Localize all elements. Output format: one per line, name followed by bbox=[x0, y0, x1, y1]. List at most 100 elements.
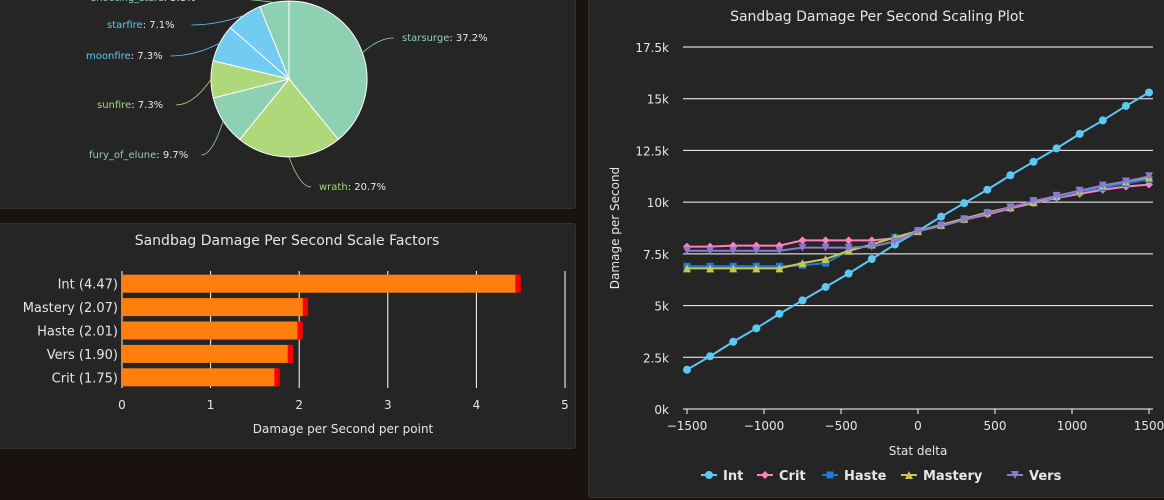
data-point-int bbox=[1006, 171, 1015, 180]
data-point-vers bbox=[867, 242, 876, 251]
data-point-vers bbox=[1029, 197, 1038, 206]
legend-marker-int bbox=[705, 471, 713, 479]
data-point-mastery bbox=[775, 264, 784, 273]
bar-category-label: Haste (2.01) bbox=[37, 325, 118, 340]
data-point-int bbox=[729, 337, 738, 346]
data-point-vers bbox=[706, 246, 715, 255]
bar-x-axis-label: Damage per Second per point bbox=[253, 422, 434, 436]
data-point-mastery bbox=[683, 264, 691, 273]
pie-label-fury_of_elune: fury_of_elune: 9.7% bbox=[89, 150, 188, 161]
line-y-axis-label: Damage per Second bbox=[608, 167, 622, 289]
bar-mastery bbox=[122, 298, 306, 317]
line-y-tick-label: 5k bbox=[654, 300, 669, 314]
data-point-int bbox=[1075, 129, 1084, 138]
line-y-tick-label: 12.5k bbox=[635, 144, 669, 158]
pie-label-moonfire: moonfire: 7.3% bbox=[86, 51, 163, 62]
bar-x-tick-label: 4 bbox=[473, 398, 481, 412]
data-point-mastery bbox=[752, 264, 761, 273]
bar-crit bbox=[122, 368, 278, 387]
line-y-tick-label: 7.5k bbox=[643, 248, 669, 262]
line-x-tick-label: −500 bbox=[825, 419, 858, 433]
data-point-crit bbox=[821, 236, 830, 245]
pie-label-wrath: wrath: 20.7% bbox=[319, 182, 386, 193]
pie-chart: starsurge: 37.2% wrath: 20.7% fury_of_elun… bbox=[86, 0, 488, 193]
bar-category-label: Mastery (2.07) bbox=[23, 301, 118, 316]
line-x-tick-label: 0 bbox=[914, 419, 922, 433]
bar-int bbox=[122, 274, 519, 293]
legend-item-vers: Vers bbox=[1029, 469, 1062, 484]
bar-category-label: Int (4.47) bbox=[58, 278, 118, 293]
legend-item-int: Int bbox=[723, 469, 743, 484]
legend-marker-mastery bbox=[905, 471, 913, 479]
scaling-plot-panel: Sandbag Damage Per Second Scaling Plot 0k… bbox=[588, 0, 1164, 498]
pie-label-shooting_stars: shooting_stars: 5.8% bbox=[91, 0, 196, 4]
legend-item-mastery: Mastery bbox=[923, 469, 983, 484]
line-y-tick-label: 17.5k bbox=[635, 41, 669, 55]
pie-slice-starsurge bbox=[288, 0, 368, 141]
line-y-tick-label: 10k bbox=[647, 196, 669, 210]
line-x-tick-label: 1500 bbox=[1134, 419, 1164, 433]
bar-category-label: Crit (1.75) bbox=[52, 371, 118, 386]
legend-item-haste: Haste bbox=[844, 469, 887, 484]
data-point-int bbox=[1121, 101, 1130, 110]
legend-item-crit: Crit bbox=[779, 469, 806, 484]
data-point-int bbox=[867, 255, 876, 264]
pie-connector-starsurge bbox=[362, 37, 395, 54]
legend-marker-crit bbox=[761, 471, 769, 479]
data-point-vers bbox=[1098, 181, 1107, 190]
data-point-vers bbox=[937, 221, 946, 230]
data-point-vers bbox=[844, 243, 853, 252]
pie-label-starsurge: starsurge: 37.2% bbox=[402, 33, 488, 44]
data-point-vers bbox=[1121, 177, 1130, 186]
bar-category-label: Vers (1.90) bbox=[47, 348, 118, 363]
line-x-tick-label: 1000 bbox=[1057, 419, 1088, 433]
pie-connector-fury_of_elune bbox=[201, 120, 224, 156]
scaling-plot-chart: Sandbag Damage Per Second Scaling Plot 0k… bbox=[608, 9, 1164, 484]
data-point-int bbox=[937, 212, 946, 221]
data-point-haste bbox=[822, 259, 830, 267]
data-point-int bbox=[983, 185, 992, 194]
line-y-tick-label: 2.5k bbox=[643, 351, 669, 365]
pie-connector-sunfire bbox=[175, 79, 212, 106]
data-point-int bbox=[844, 269, 853, 278]
bar-x-tick-label: 5 bbox=[561, 398, 569, 412]
data-point-int bbox=[1145, 88, 1153, 97]
data-point-vers bbox=[683, 246, 691, 255]
data-point-vers bbox=[1006, 203, 1015, 212]
data-point-mastery bbox=[729, 264, 738, 273]
data-point-vers bbox=[890, 237, 899, 246]
bar-error-crit bbox=[274, 368, 280, 387]
scale-factors-chart: Sandbag Damage Per Second Scale Factors 0… bbox=[23, 233, 569, 436]
data-point-int bbox=[821, 282, 830, 291]
bar-chart-title: Sandbag Damage Per Second Scale Factors bbox=[135, 233, 440, 249]
data-point-int bbox=[683, 365, 691, 374]
pie-connector-shooting_stars bbox=[247, 0, 275, 3]
bar-x-tick-label: 1 bbox=[207, 398, 215, 412]
pie-slice-wrath bbox=[239, 78, 339, 158]
data-point-vers bbox=[960, 215, 969, 224]
data-point-int bbox=[752, 324, 761, 333]
data-point-vers bbox=[798, 243, 807, 252]
data-point-vers bbox=[775, 246, 784, 255]
data-point-vers bbox=[914, 227, 922, 236]
data-point-vers bbox=[1052, 191, 1061, 200]
data-point-int bbox=[1052, 144, 1061, 153]
data-point-vers bbox=[1145, 172, 1153, 181]
bar-error-mastery bbox=[302, 298, 309, 317]
line-x-axis-label: Stat delta bbox=[889, 444, 948, 458]
pie-label-sunfire: sunfire: 7.3% bbox=[97, 100, 163, 111]
pie-connector-starfire bbox=[191, 15, 244, 26]
data-point-vers bbox=[729, 246, 738, 255]
data-point-vers bbox=[1075, 186, 1084, 195]
data-point-int bbox=[706, 352, 715, 361]
pie-slice-shooting_stars bbox=[259, 0, 290, 80]
bar-x-tick-label: 2 bbox=[295, 398, 303, 412]
line-x-tick-label: 500 bbox=[984, 419, 1007, 433]
data-point-vers bbox=[821, 243, 830, 252]
line-chart-title: Sandbag Damage Per Second Scaling Plot bbox=[730, 9, 1024, 25]
data-point-int bbox=[960, 199, 969, 208]
bar-error-int bbox=[515, 274, 521, 293]
bar-haste bbox=[122, 321, 301, 340]
data-point-vers bbox=[983, 209, 992, 218]
data-point-crit bbox=[798, 236, 807, 245]
